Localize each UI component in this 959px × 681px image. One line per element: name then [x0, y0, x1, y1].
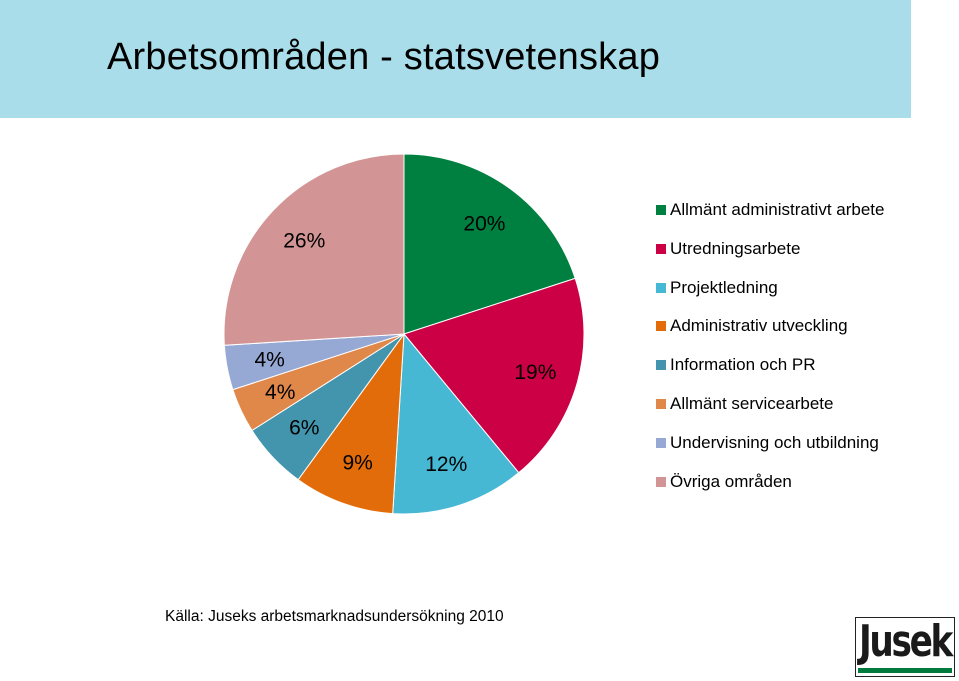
- legend-swatch: [656, 321, 666, 332]
- legend-label: Administrativ utveckling: [670, 316, 848, 336]
- logo-accent-bar: [858, 668, 952, 673]
- legend-item-3: Administrativ utveckling: [656, 316, 848, 336]
- pie-slice-3: [297, 332, 405, 515]
- legend-swatch: [656, 282, 666, 293]
- slice-label-7: 26%: [283, 229, 325, 252]
- legend-swatch: [656, 205, 666, 215]
- jusek-logo: Jusek: [855, 616, 955, 677]
- legend-label: Projektledning: [670, 277, 778, 297]
- slice-label-6: 4%: [254, 349, 284, 372]
- legend-label: Undervisning och utbildning: [670, 432, 879, 452]
- legend-item-2: Projektledning: [656, 278, 778, 298]
- legend-swatch: [656, 360, 666, 371]
- legend-item-4: Information och PR: [656, 355, 816, 375]
- legend-label: Information och PR: [670, 355, 816, 375]
- logo-text: Jusek: [859, 616, 953, 667]
- legend-swatch: [656, 437, 666, 448]
- legend-label: Allmänt administrativt arbete: [670, 200, 885, 219]
- pie-slice-2: [392, 332, 520, 515]
- legend-swatch: [656, 399, 666, 409]
- legend-item-0: Allmänt administrativt arbete: [656, 200, 884, 220]
- pie-slice-0: [403, 153, 576, 335]
- legend-label: Övriga områden: [670, 471, 792, 491]
- legend-label: Utredningsarbete: [670, 238, 801, 258]
- slide-title: Arbetsområden - statsvetenskap: [107, 36, 661, 78]
- pie-slice-7: [223, 153, 405, 346]
- slice-label-4: 6%: [289, 417, 319, 440]
- slice-label-3: 9%: [342, 452, 372, 475]
- slice-label-2: 12%: [425, 453, 467, 476]
- legend-item-5: Allmänt servicearbete: [656, 394, 833, 414]
- legend-label: Allmänt servicearbete: [670, 394, 834, 413]
- legend-item-7: Övriga områden: [656, 472, 792, 492]
- slice-label-1: 19%: [514, 361, 556, 384]
- legend-swatch: [656, 476, 666, 487]
- slice-label-5: 4%: [265, 381, 295, 404]
- legend-item-6: Undervisning och utbildning: [656, 433, 879, 453]
- title-band: Arbetsområden - statsvetenskap: [0, 0, 911, 118]
- source-caption: Källa: Juseks arbetsmarknadsundersökning…: [165, 608, 504, 625]
- slice-label-0: 20%: [463, 212, 505, 235]
- legend-swatch: [656, 243, 666, 254]
- legend-item-1: Utredningsarbete: [656, 239, 800, 259]
- pie-slice-1: [403, 277, 585, 474]
